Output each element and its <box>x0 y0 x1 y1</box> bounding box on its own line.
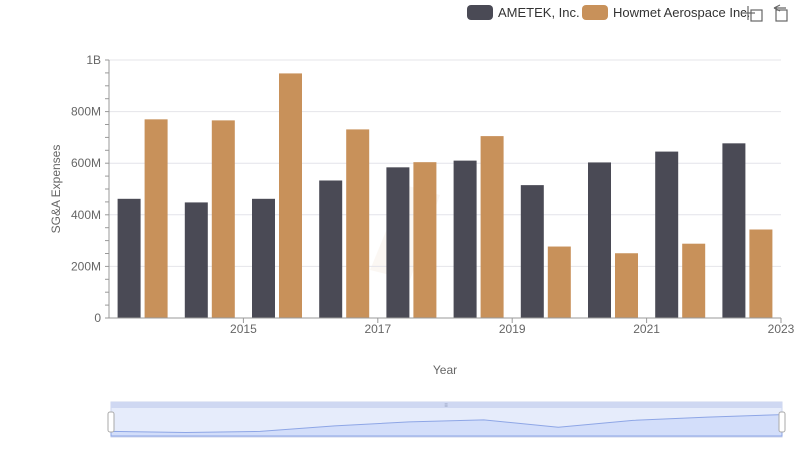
bar-ametek-2022[interactable] <box>655 151 679 318</box>
y-tick-label: 1B <box>86 53 101 67</box>
navigator-top-bar[interactable] <box>111 402 782 408</box>
y-axis-title: SG&A Expenses <box>49 145 63 234</box>
legend-label-ametek[interactable]: AMETEK, Inc. <box>498 5 580 20</box>
bar-howmet-2017[interactable] <box>346 129 370 318</box>
y-tick-label: 800M <box>71 105 101 119</box>
y-gridlines <box>109 59 781 319</box>
zoom-reset-icon[interactable] <box>773 4 788 22</box>
bar-howmet-2016[interactable] <box>279 73 302 318</box>
x-axis: 2015 2017 2019 2021 2023 <box>109 317 795 336</box>
bar-howmet-2023[interactable] <box>749 229 773 318</box>
y-tick-label: 600M <box>71 156 101 170</box>
bar-howmet-2018[interactable] <box>413 162 437 318</box>
legend-swatch-howmet[interactable] <box>582 5 608 20</box>
bar-howmet-2020[interactable] <box>547 246 571 318</box>
x-tick-label: 2023 <box>768 322 795 336</box>
bar-ametek-2016[interactable] <box>252 198 275 318</box>
bar-howmet-2015[interactable] <box>211 120 235 318</box>
bar-ametek-2021[interactable] <box>588 162 611 318</box>
x-tick-label: 2017 <box>364 322 391 336</box>
bar-ametek-2023[interactable] <box>722 143 746 318</box>
bar-howmet-2019[interactable] <box>480 136 504 318</box>
x-tick-label: 2015 <box>230 322 257 336</box>
y-tick-label: 400M <box>71 208 101 222</box>
y-axis: 0 200M 400M 600M 800M 1B <box>71 53 110 325</box>
range-navigator[interactable]: ≡ <box>107 401 786 438</box>
bar-ametek-2019[interactable] <box>453 160 477 318</box>
navigator-left-handle[interactable] <box>107 411 115 433</box>
bars <box>117 73 773 318</box>
navigator-right-handle[interactable] <box>778 411 786 433</box>
legend[interactable]: AMETEK, Inc. Howmet Aerospace Inc. <box>467 5 750 20</box>
legend-swatch-ametek[interactable] <box>467 5 493 20</box>
navigator-grip[interactable]: ≡ <box>444 403 448 409</box>
bar-howmet-2014[interactable] <box>144 119 168 318</box>
bar-howmet-2021[interactable] <box>615 253 638 318</box>
bar-ametek-2014[interactable] <box>117 198 141 318</box>
legend-label-howmet[interactable]: Howmet Aerospace Inc. <box>613 5 750 20</box>
bar-ametek-2017[interactable] <box>319 180 343 318</box>
zoom-select-icon[interactable] <box>741 6 763 22</box>
bar-howmet-2022[interactable] <box>682 243 706 318</box>
navigator-area-series <box>110 414 783 437</box>
x-axis-title: Year <box>433 363 457 377</box>
bar-ametek-2015[interactable] <box>184 202 208 318</box>
y-tick-label: 200M <box>71 259 101 273</box>
x-tick-label: 2019 <box>499 322 526 336</box>
y-tick-label: 0 <box>94 311 101 325</box>
bar-ametek-2020[interactable] <box>520 185 544 318</box>
x-tick-label: 2021 <box>633 322 660 336</box>
bar-ametek-2018[interactable] <box>386 167 410 318</box>
